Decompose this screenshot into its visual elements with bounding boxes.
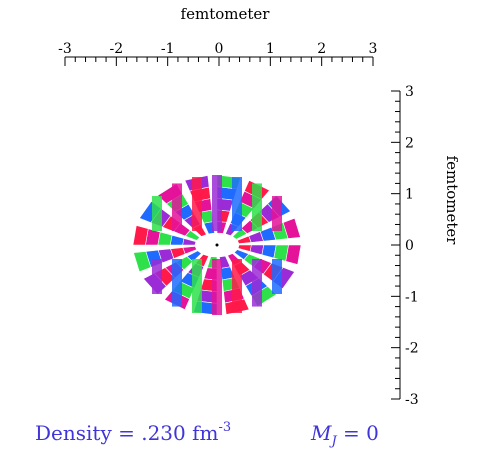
right-axis-tick-label: -1 [405,289,419,305]
torus-band [282,217,301,239]
torus-back-stripe [192,177,202,231]
top-axis-tick-label: 1 [266,41,275,57]
top-axis-tick-label: -3 [58,41,72,57]
torus-back-stripe [252,183,262,231]
density-text: Density = .230 fm [35,421,219,445]
torus-band [133,251,152,273]
right-axis-tick-label: 2 [405,135,414,151]
torus-front-stripe [252,259,262,307]
density-caption: Density = .230 fm-3 [35,420,232,445]
torus-density-surface [132,174,302,316]
torus-band [285,244,302,265]
torus-back-stripe [152,196,162,231]
torus-back-stripe [232,177,242,231]
mj-subscript: J [331,434,337,449]
mj-value: = 0 [336,421,379,445]
mj-symbol: M [311,421,332,445]
torus-back-stripe [212,175,222,231]
torus-back-stripe [272,196,282,231]
right-axis-title: femtometer [443,155,461,245]
top-axis: -3 -2 -1 0 1 2 3 [58,41,377,66]
right-axis-tick-label: -2 [405,341,419,357]
top-axis-tick-label: -2 [110,41,124,57]
torus-front-stripe [192,259,202,313]
right-axis: 3 2 1 0 -1 -2 -3 [391,84,419,408]
torus-front-stripe [232,259,242,313]
right-axis-tick-label: 3 [405,84,414,100]
torus-front-stripe [212,259,222,315]
right-axis-tick-label: 1 [405,187,414,203]
torus-front-stripe [172,259,182,307]
density-exponent: -3 [218,420,232,436]
torus-back-stripe [172,183,182,231]
right-axis-tick-label: 0 [405,238,414,254]
torus-band [132,225,149,246]
right-axis-tick-label: -3 [405,392,419,408]
torus-front-stripe [272,259,282,294]
torus-center-dot [215,243,219,247]
top-axis-tick-label: 3 [369,41,378,57]
torus-front-stripe [152,259,162,294]
top-axis-title: femtometer [180,5,270,23]
top-axis-tick-label: -1 [161,41,175,57]
top-axis-tick-label: 0 [215,41,224,57]
mj-caption: MJ = 0 [311,421,379,449]
top-axis-tick-label: 2 [317,41,326,57]
